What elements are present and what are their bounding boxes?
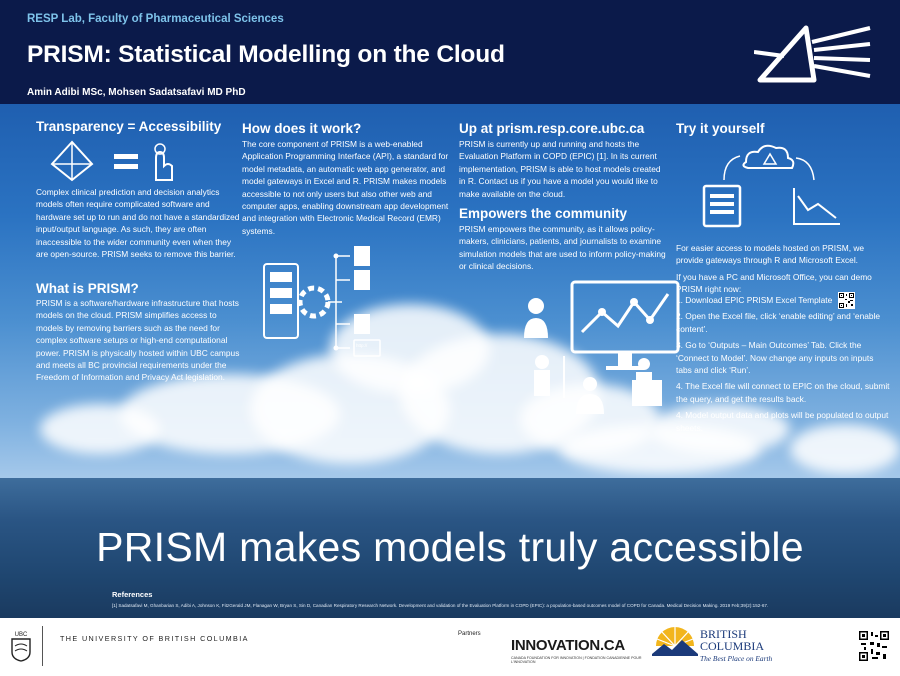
authors: Amin Adibi MSc, Mohsen Sadatsafavi MD Ph… [27, 87, 246, 98]
cfi-subtitle-fr: FONDATION CANADIENNE POUR L’INNOVATION [511, 656, 642, 665]
ubc-crest-icon: UBC [11, 632, 31, 662]
lab-name: RESP Lab, Faculty of Pharmaceutical Scie… [27, 13, 284, 25]
bc-name-line2: COLUMBIA [700, 639, 765, 653]
bc-tagline: The Best Place on Earth [700, 654, 773, 663]
heading-transparency: Transparency = Accessibility [36, 119, 222, 134]
footer-qr-code[interactable] [858, 630, 890, 662]
bc-sun-logo-icon [652, 627, 698, 656]
try-it-intro: For easier access to models hosted on PR… [676, 243, 865, 266]
partners-label: Partners [458, 631, 481, 637]
tagline: PRISM makes models truly accessible [96, 524, 804, 570]
prism-logo-icon [754, 25, 871, 83]
bc-name-line1: BRITISH [700, 627, 747, 641]
poster-footer: UBC THE UNIVERSITY OF BRITISH COLUMBIA P… [0, 618, 900, 676]
step-3: 3. Go to ‘Outputs – Main Outcomes’ Tab. … [676, 340, 874, 376]
sea [0, 478, 900, 618]
cfi-logo: INNOVATION.CA [511, 637, 625, 654]
http-label: http:// [356, 343, 368, 348]
heading-try-it: Try it yourself [676, 121, 765, 136]
step-2: 2. Open the Excel file, click ‘enable ed… [676, 311, 881, 334]
excel-cloud-chart-icon [702, 144, 840, 228]
poster-header: RESP Lab, Faculty of Pharmaceutical Scie… [0, 0, 900, 104]
try-it-demo: If you have a PC and Microsoft Office, y… [676, 272, 872, 295]
step-1[interactable]: 1. Download EPIC PRISM Excel Template [676, 295, 833, 305]
ubc-name: THE UNIVERSITY OF BRITISH COLUMBIA [60, 634, 249, 643]
excel-template-qr-code[interactable] [838, 292, 855, 309]
steps-list: 1. Download EPIC PRISM Excel Template 2.… [676, 294, 890, 438]
up-at-text: PRISM is currently up and running and ho… [459, 139, 661, 199]
sky-background [0, 104, 900, 618]
poster-title: PRISM: Statistical Modelling on the Clou… [27, 41, 505, 68]
ubc-crest-text: UBC [15, 632, 28, 638]
bc-name: BRITISH COLUMBIA [700, 628, 764, 652]
community-dashboard-icon [524, 280, 680, 414]
empowers-text: PRISM empowers the community, as it allo… [459, 224, 666, 272]
heading-what-is-prism: What is PRISM? [36, 281, 139, 296]
references-heading: References [112, 590, 153, 599]
api-gateway-icon [263, 246, 381, 357]
heading-how-it-works: How does it work? [242, 121, 362, 136]
heading-up-at: Up at prism.resp.core.ubc.ca [459, 121, 645, 136]
transparency-text: Complex clinical prediction and decision… [36, 187, 240, 260]
how-it-works-text: The core component of PRISM is a web-ena… [242, 139, 449, 236]
cfi-subtitle: CANADA FOUNDATION FOR INNOVATION | FONDA… [511, 656, 642, 665]
cfi-subtitle-en: CANADA FOUNDATION FOR INNOVATION [511, 656, 582, 660]
reference-1: [1] Sadatsafavi M, Ghanbarian S, Adibi A… [112, 603, 769, 608]
step-4: 4. The Excel file will connect to EPIC o… [676, 381, 890, 404]
step-5: 4. Model output data and plots will be p… [676, 410, 889, 433]
heading-empowers: Empowers the community [459, 206, 628, 221]
what-is-prism-text: PRISM is a software/hardware infrastruct… [36, 298, 240, 383]
ubc-divider [42, 626, 43, 666]
pyramid-equals-hand-icon [50, 140, 173, 182]
